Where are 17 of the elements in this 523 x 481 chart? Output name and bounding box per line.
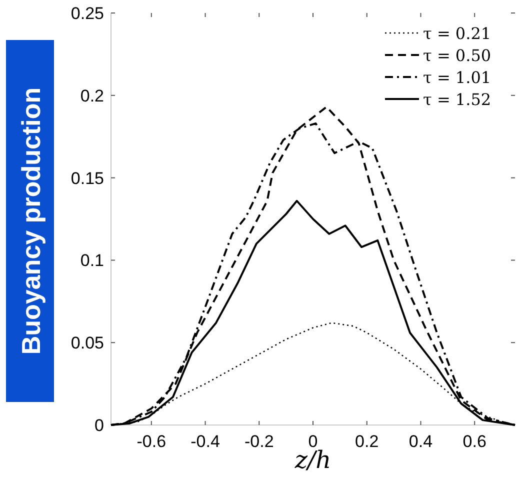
legend-label: τ = 1.52	[423, 90, 492, 109]
y-tick-label: 0	[94, 416, 104, 435]
y-tick-label: 0.2	[80, 86, 104, 106]
x-tick-label: 0.2	[355, 432, 379, 451]
x-tick-label: -0.4	[190, 432, 220, 451]
legend-label: τ = 0.50	[423, 46, 492, 65]
y-tick-label: 0.15	[70, 168, 104, 188]
legend-label: τ = 0.21	[423, 24, 492, 43]
x-tick-label: 0.4	[408, 432, 433, 451]
y-axis-title: Buoyancy production	[16, 87, 46, 355]
x-tick-label: -0.2	[244, 432, 274, 451]
x-tick-label: -0.6	[136, 432, 166, 451]
legend-label: τ = 1.01	[423, 68, 492, 87]
y-tick-label: 0.1	[80, 251, 104, 270]
x-tick-label: 0.6	[462, 432, 486, 451]
y-tick-label: 0.25	[70, 4, 104, 23]
y-tick-label: 0.05	[70, 334, 104, 353]
